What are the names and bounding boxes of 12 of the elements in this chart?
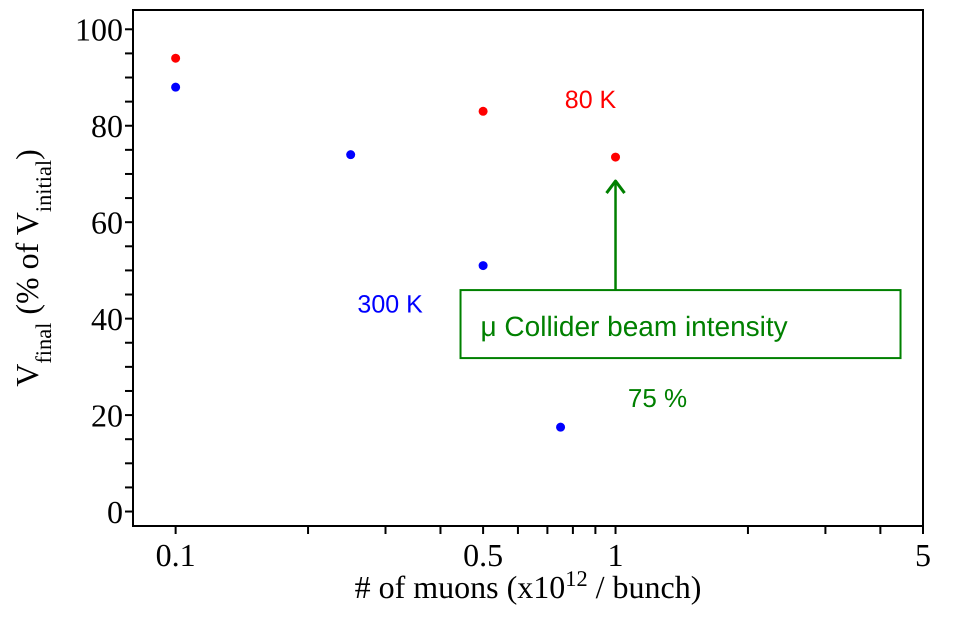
series-label: 80 K (564, 86, 617, 114)
x-tick-label: 0.1 (156, 537, 196, 573)
y-tick-label: 20 (91, 397, 123, 434)
text: 300 K (357, 290, 424, 319)
x-tick-label: 5 (915, 537, 931, 573)
y-tick-label: 0 (107, 494, 123, 530)
y-tick-label: 100 (75, 12, 123, 48)
annotation: μ Collider beam intensity (480, 311, 788, 342)
y-tick-label: 40 (91, 300, 123, 337)
y-tick-label: 80 (91, 108, 123, 144)
annotation: 75 % (628, 383, 688, 414)
y-tick-label: 60 (91, 204, 123, 241)
